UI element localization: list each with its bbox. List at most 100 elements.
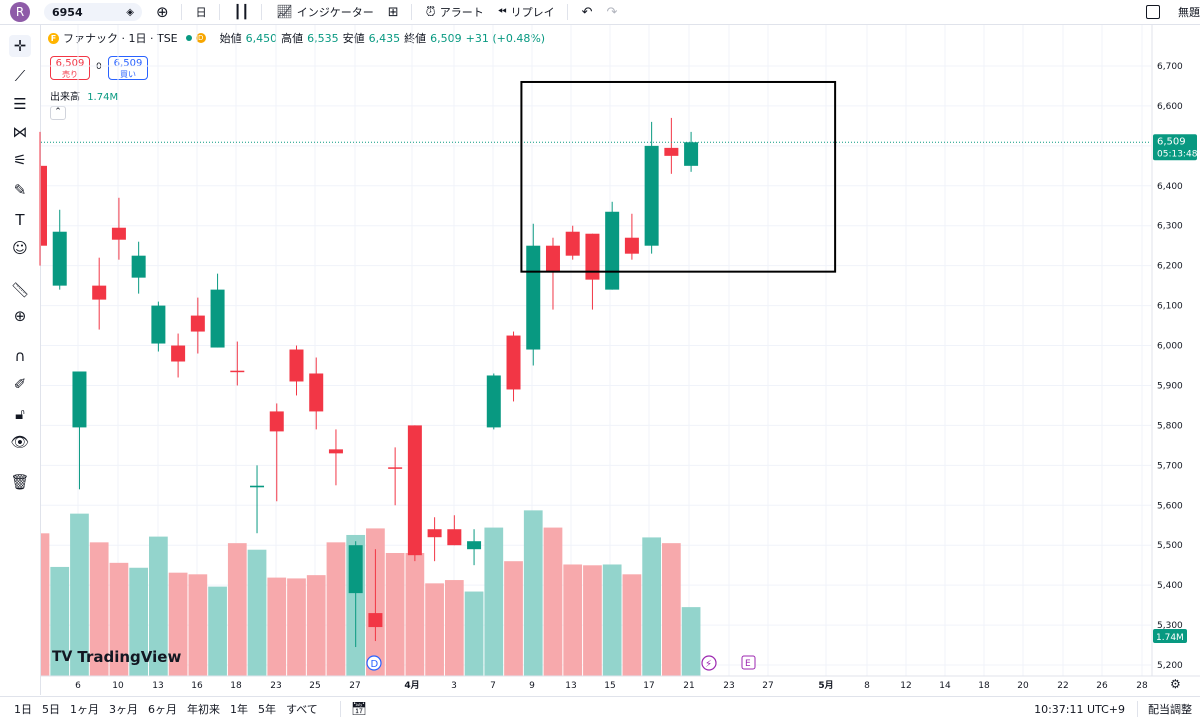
price-tick-label: 6,100 — [1157, 302, 1183, 312]
alert-button[interactable]: ⏰︎ アラート — [426, 4, 484, 20]
candle — [447, 515, 462, 546]
price-axis: 5,200 5,300 5,400 5,500 5,600 5,700 5,800 5,900… — [1157, 62, 1183, 671]
candle — [684, 131, 699, 172]
range-button[interactable]: 1日 — [14, 703, 32, 716]
candle — [545, 237, 560, 310]
crosshair-icon[interactable]: ✛ — [9, 35, 31, 57]
volume-bar — [366, 528, 385, 676]
divider — [410, 4, 412, 20]
indicators-button[interactable]: 📈︎ インジケーター — [276, 4, 374, 20]
earnings-marker-text: E — [745, 659, 751, 669]
dividend-marker-text: D — [371, 659, 379, 670]
lock-drawing-icon[interactable]: ✐ — [13, 375, 27, 393]
compare-icon[interactable]: ◈ — [126, 6, 134, 18]
split-marker[interactable]: ⚡ — [701, 655, 717, 671]
trend-line-icon[interactable]: ⟋ — [14, 67, 26, 85]
sell-button[interactable]: 6,509 売り — [50, 56, 90, 80]
price-tick-label: 5,700 — [1157, 461, 1183, 471]
volume-legend: 出来高 1.74M — [50, 88, 118, 103]
divider — [339, 701, 341, 717]
volume-label: 出来高 — [50, 92, 80, 103]
chart-type-button[interactable]: ┃┃ — [234, 5, 250, 20]
pattern-icon[interactable]: ⋈ — [12, 123, 28, 141]
volume-bar — [208, 586, 227, 676]
volume-bar — [41, 533, 50, 676]
collapse-legend-button[interactable]: ⌃ — [50, 106, 66, 120]
candle — [190, 297, 205, 354]
candle — [92, 257, 107, 330]
volume-bar — [267, 577, 287, 676]
dividend-adjust-toggle[interactable]: 配当調整 — [1148, 703, 1192, 716]
indicators-icon: 📈︎ — [276, 4, 293, 20]
series-title[interactable]: ファナック · 1日 · TSE — [63, 32, 178, 45]
dividend-marker[interactable]: D — [366, 655, 382, 671]
earnings-marker[interactable]: E — [741, 655, 756, 670]
user-avatar[interactable]: R — [10, 2, 30, 22]
candle-body — [585, 233, 600, 280]
time-tick-label: 18 — [978, 681, 990, 691]
candle-body — [467, 541, 482, 550]
volume-bar — [661, 543, 681, 676]
range-button[interactable]: 1ヶ月 — [70, 703, 99, 716]
candle — [348, 541, 363, 648]
time-tick-label: 16 — [191, 681, 203, 691]
range-button[interactable]: 6ヶ月 — [148, 703, 177, 716]
top-toolbar: R 6954 ◈ ⊕ 日 ┃┃ 📈︎ インジケーター ⊞ ⏰︎ アラート ⏪︎ … — [0, 0, 1200, 25]
undo-button[interactable]: ↶ — [582, 5, 593, 20]
time-tick-label: 10 — [112, 681, 124, 691]
highlight-rectangle[interactable] — [520, 80, 837, 273]
candle-body — [230, 370, 245, 373]
range-button[interactable]: すべて — [286, 703, 318, 716]
forecast-icon[interactable]: ⚟ — [13, 151, 27, 169]
zoom-in-icon[interactable]: ⊕ — [13, 307, 27, 325]
symbol-search[interactable]: 6954 ◈ — [44, 3, 142, 21]
replay-button[interactable]: ⏪︎ リプレイ — [498, 4, 555, 20]
clock[interactable]: 10:37:11 UTC+9 — [1034, 702, 1125, 716]
volume-bar — [326, 542, 346, 676]
range-button[interactable]: 5年 — [258, 703, 276, 716]
candle — [467, 529, 482, 566]
layout-name-button[interactable]: 無題 — [1146, 4, 1200, 20]
fib-icon[interactable]: ☰ — [13, 95, 27, 113]
interval-button[interactable]: 日 — [196, 4, 207, 20]
magnet-icon[interactable]: ∩ — [14, 347, 26, 365]
lock-icon[interactable]: 🔓︎ — [15, 405, 25, 423]
layouts-button[interactable]: ⊞ — [388, 5, 399, 20]
candle — [171, 333, 186, 378]
brush-icon[interactable]: ✎ — [13, 181, 27, 199]
candle-body — [407, 425, 422, 556]
volume-bar — [504, 561, 523, 676]
high-label: 高値 — [281, 32, 304, 45]
trash-icon[interactable]: 🗑︎ — [10, 473, 30, 491]
buy-button[interactable]: 6,509 買い — [108, 56, 148, 80]
redo-icon: ↷ — [606, 4, 618, 20]
range-button[interactable]: 1年 — [230, 703, 248, 716]
candle-body — [545, 245, 560, 272]
add-symbol-button[interactable]: ⊕ — [156, 3, 169, 21]
last-price-text: 6,509 — [1157, 136, 1186, 147]
settings-gear[interactable]: ⚙ — [1170, 677, 1181, 691]
volume-bar — [681, 607, 701, 676]
price-tick-label: 5,300 — [1157, 621, 1183, 631]
candle — [309, 357, 324, 430]
text-icon[interactable]: T — [15, 211, 25, 229]
candle-body — [131, 255, 146, 278]
volume-bar — [464, 591, 484, 676]
date-range-icon[interactable]: 📅︎ — [350, 701, 368, 717]
candle — [506, 331, 521, 402]
range-button[interactable]: 5日 — [42, 703, 60, 716]
redo-button[interactable]: ↷ — [607, 5, 618, 20]
ruler-icon[interactable]: 📏︎ — [10, 281, 30, 299]
divider — [218, 4, 220, 20]
emoji-icon[interactable]: ☺ — [12, 239, 28, 257]
candle-body — [92, 285, 107, 300]
gear-icon: ⚙ — [1170, 677, 1181, 691]
undo-icon: ↶ — [581, 4, 593, 20]
volume-value: 1.74M — [87, 92, 119, 103]
eye-icon[interactable]: 👁︎ — [10, 433, 30, 451]
range-button[interactable]: 年初来 — [187, 703, 220, 716]
time-tick-label: 23 — [723, 681, 734, 691]
candle-body — [486, 375, 501, 428]
range-button[interactable]: 3ヶ月 — [109, 703, 138, 716]
